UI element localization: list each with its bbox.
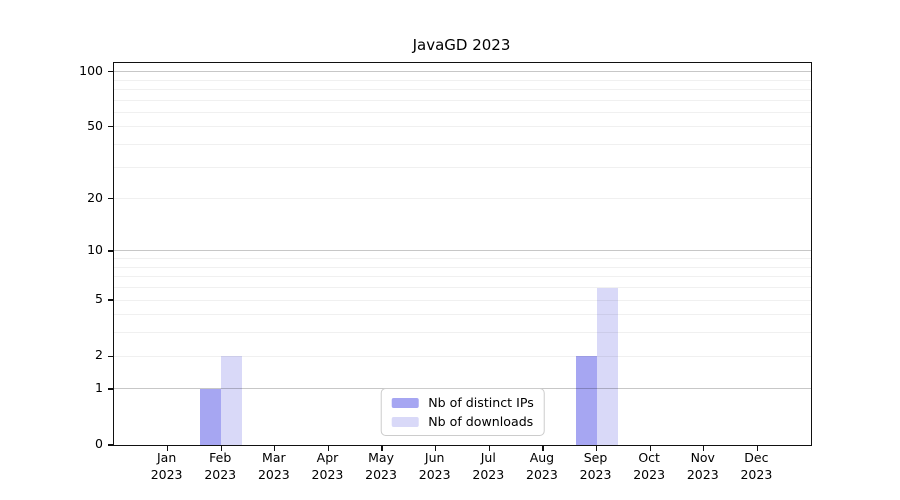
- legend: Nb of distinct IPs Nb of downloads: [380, 388, 545, 436]
- gridline-minor-40: [114, 144, 811, 146]
- x-tick-label-aug-2023: Aug 2023: [526, 450, 558, 482]
- x-tick-label-apr-2023: Apr 2023: [311, 450, 344, 482]
- gridline-minor-2: [114, 355, 811, 357]
- legend-label-1: Nb of downloads: [428, 414, 534, 429]
- x-axis-tick-may: [381, 446, 383, 452]
- gridline-minor-30: [114, 166, 811, 168]
- chart-title: JavaGD 2023: [412, 36, 511, 54]
- gridline-minor-50: [114, 126, 811, 128]
- x-tick-label-feb-2023: Feb 2023: [204, 450, 237, 482]
- y-axis-tick-100: [107, 70, 113, 73]
- x-tick-label-jun-2023: Jun 2023: [418, 450, 451, 482]
- x-tick-label-dec-2023: Dec 2023: [740, 450, 773, 482]
- gridline-minor-90: [114, 79, 811, 81]
- gridline-minor-6: [114, 287, 811, 289]
- y-axis-tick-10: [107, 250, 113, 252]
- y-tick-label-10: 10: [87, 241, 103, 257]
- y-tick-label-5: 5: [95, 291, 103, 307]
- x-tick-label-nov-2023: Nov 2023: [686, 450, 719, 482]
- bar-feb-distinct-ips: [200, 388, 222, 445]
- x-axis-tick-apr: [327, 446, 330, 452]
- y-tick-label-0: 0: [95, 436, 103, 451]
- y-axis-tick-50: [107, 126, 113, 128]
- gridline-minor-4: [114, 314, 811, 316]
- y-axis-tick-1: [107, 388, 113, 390]
- gridline-minor-80: [114, 88, 811, 90]
- x-axis-tick-mar: [274, 446, 276, 452]
- legend-swatch-0: [391, 397, 419, 408]
- x-axis-tick-sep: [595, 446, 598, 452]
- y-axis-tick-0: [107, 444, 113, 446]
- gridline-minor-60: [114, 111, 811, 113]
- bar-sep-downloads: [596, 287, 618, 445]
- legend-label-0: Nb of distinct IPs: [428, 395, 534, 410]
- x-axis-tick-jan: [167, 446, 169, 452]
- plot-area: Nb of distinct IPs Nb of downloads: [107, 62, 812, 452]
- x-axis-tick-aug: [542, 446, 544, 452]
- bar-sep-distinct-ips: [575, 356, 597, 445]
- gridline-minor-20: [114, 198, 811, 200]
- gridline-minor-5: [114, 299, 811, 301]
- y-axis-tick-2: [107, 355, 113, 357]
- x-axis-tick-jun: [435, 446, 437, 452]
- x-tick-label-oct-2023: Oct 2023: [633, 450, 666, 482]
- x-tick-label-jul-2023: Jul 2023: [472, 450, 505, 482]
- legend-swatch-1: [391, 416, 419, 427]
- x-axis-tick-oct: [649, 446, 651, 452]
- y-tick-label-50: 50: [87, 117, 103, 133]
- legend-entry-1: Nb of downloads: [391, 414, 534, 429]
- x-tick-label-jan-2023: Jan 2023: [150, 450, 183, 482]
- gridline-major-10: [114, 250, 811, 252]
- bar-feb-downloads: [221, 356, 243, 445]
- y-axis-tick-20: [107, 198, 113, 200]
- y-tick-label-100: 100: [79, 62, 103, 78]
- gridline-minor-3: [114, 332, 811, 334]
- gridline-minor-9: [114, 258, 811, 260]
- gridline-minor-70: [114, 99, 811, 101]
- gridline-major-100: [114, 71, 811, 73]
- gridline-minor-7: [114, 276, 811, 278]
- x-tick-label-may-2023: May 2023: [365, 450, 397, 482]
- y-tick-label-2: 2: [95, 347, 103, 363]
- x-axis-tick-feb: [220, 446, 222, 452]
- x-tick-label-mar-2023: Mar 2023: [257, 450, 290, 482]
- y-axis-tick-5: [107, 299, 113, 301]
- y-tick-label-20: 20: [87, 189, 103, 205]
- legend-entry-0: Nb of distinct IPs: [391, 395, 534, 410]
- x-axis-tick-dec: [756, 446, 758, 452]
- x-tick-label-sep-2023: Sep 2023: [579, 450, 612, 482]
- y-tick-label-1: 1: [95, 379, 103, 395]
- x-axis-tick-jul: [488, 446, 490, 452]
- gridline-minor-8: [114, 266, 811, 268]
- x-axis-tick-nov: [703, 446, 705, 452]
